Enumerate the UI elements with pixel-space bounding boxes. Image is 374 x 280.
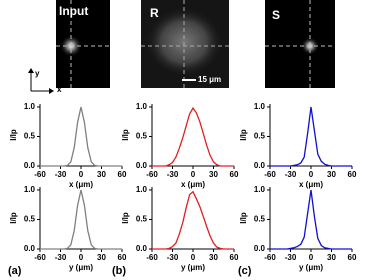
x-tick-label: 0 [79,253,84,262]
x-tick-label: 0 [191,253,196,262]
x-tick-label: 60 [348,253,357,262]
x-axis-label: y (μm) [69,263,93,272]
data-line [270,106,352,167]
x-tick-label: -30 [55,170,67,179]
x-tick-label: 0 [309,253,314,262]
x-tick-label: 0 [79,170,84,179]
y-tick-label: 0.0 [136,161,148,170]
y-tick-label: 1.0 [136,185,148,194]
y-axis-label: I/Ip [9,129,18,141]
y-axis-label: I/Ip [121,212,130,224]
y-tick-label: 1.0 [254,102,266,111]
axis-indicator-label: x [57,85,62,94]
data-line [40,106,122,167]
x-tick-label: -60 [264,170,276,179]
x-tick-label: -30 [167,253,179,262]
data-line [40,189,122,250]
x-tick-label: 0 [191,170,196,179]
y-axis-label: I/Ip [239,129,248,141]
y-tick-label: 0.0 [254,161,266,170]
x-tick-label: -60 [146,253,158,262]
x-tick-label: -60 [34,170,46,179]
panel-label: S [272,8,280,22]
y-axis-label: I/Ip [239,212,248,224]
x-tick-label: 60 [348,170,357,179]
x-tick-label: 30 [209,170,218,179]
x-tick-label: 60 [230,170,239,179]
panel-label: R [150,6,159,20]
y-tick-label: 0.5 [254,215,266,224]
y-tick-label: 0.5 [24,132,36,141]
scale-bar-label: 15 μm [198,75,221,84]
axis-indicator-label: y [35,69,40,78]
y-tick-label: 0.0 [136,244,148,253]
y-tick-label: 1.0 [254,185,266,194]
data-line [152,106,234,167]
panel-label: Input [59,4,88,18]
x-tick-label: -30 [167,170,179,179]
arrow-head [49,88,54,94]
panel-letter: (a) [8,265,22,277]
y-tick-label: 0.5 [136,215,148,224]
y-tick-label: 0.5 [24,215,36,224]
panel-letter: (c) [238,265,252,277]
panel-letter: (b) [112,265,126,277]
x-tick-label: 60 [118,170,127,179]
x-tick-label: -30 [285,170,297,179]
data-line [152,190,234,250]
x-tick-label: -60 [146,170,158,179]
data-line [270,189,352,250]
x-tick-label: 30 [327,253,336,262]
y-tick-label: 1.0 [24,102,36,111]
arrow-head [28,68,34,73]
x-tick-label: -30 [55,253,67,262]
x-axis-label: x (μm) [299,180,323,189]
x-tick-label: 30 [97,170,106,179]
x-axis-label: x (μm) [69,180,93,189]
x-tick-label: 60 [118,253,127,262]
y-tick-label: 0.5 [136,132,148,141]
y-axis-label: I/Ip [121,129,130,141]
y-tick-label: 0.0 [24,244,36,253]
y-tick-label: 1.0 [136,102,148,111]
x-axis-label: y (μm) [299,263,323,272]
y-tick-label: 1.0 [24,185,36,194]
y-tick-label: 0.5 [254,132,266,141]
x-tick-label: -60 [264,253,276,262]
y-axis-label: I/Ip [9,212,18,224]
x-tick-label: -30 [285,253,297,262]
y-tick-label: 0.0 [24,161,36,170]
x-tick-label: 0 [309,170,314,179]
x-axis-label: y (μm) [181,263,205,272]
x-tick-label: 30 [327,170,336,179]
y-tick-label: 0.0 [254,244,266,253]
x-tick-label: -60 [34,253,46,262]
x-axis-label: x (μm) [181,180,205,189]
x-tick-label: 30 [209,253,218,262]
x-tick-label: 60 [230,253,239,262]
x-tick-label: 30 [97,253,106,262]
s-image [265,0,335,88]
